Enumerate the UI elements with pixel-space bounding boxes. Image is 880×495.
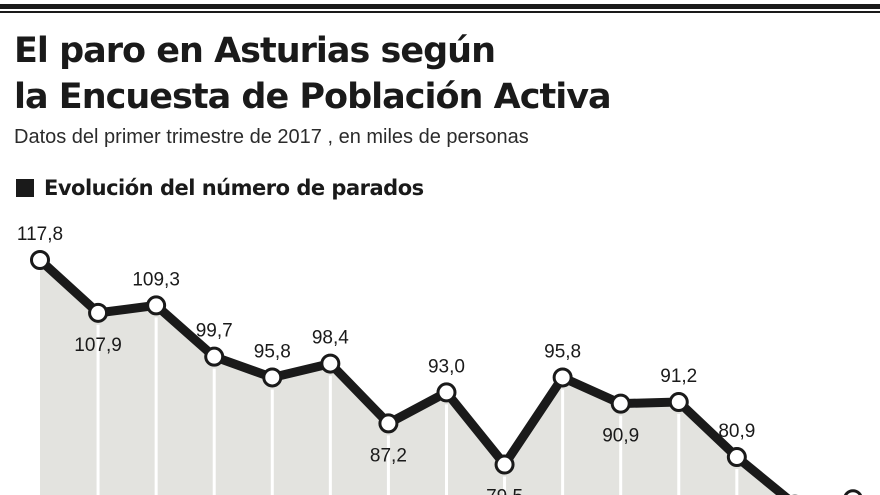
- title-line-1: El paro en Asturias según: [14, 31, 496, 71]
- section-label: Evolución del número de parados: [44, 176, 424, 200]
- data-point: [436, 382, 457, 403]
- data-label: 117,8: [17, 224, 63, 245]
- data-point: [320, 353, 341, 374]
- data-label: 90,9: [602, 426, 639, 447]
- data-point: [552, 367, 573, 388]
- data-point: [30, 250, 50, 270]
- data-label: 107,9: [74, 335, 122, 356]
- divider-layer: [96, 317, 739, 495]
- marker-layer: [30, 250, 863, 495]
- data-label: 98,4: [312, 328, 349, 349]
- data-point: [843, 489, 863, 495]
- page-title: El paro en Asturias según la Encuesta de…: [14, 28, 612, 120]
- title-line-2: la Encuesta de Población Activa: [14, 77, 612, 117]
- area-fill: [40, 260, 853, 495]
- data-label: 80,9: [718, 421, 755, 442]
- data-label: 93,0: [428, 356, 465, 377]
- data-label: 95,8: [254, 341, 291, 362]
- top-rule-thin: [0, 11, 880, 13]
- area-layer: [40, 260, 853, 495]
- data-label: 87,2: [370, 445, 407, 466]
- data-point: [726, 447, 747, 468]
- data-label: 91,2: [660, 366, 697, 387]
- top-rule-thick: [0, 4, 880, 9]
- subtitle: Datos del primer trimestre de 2017 , en …: [14, 126, 529, 148]
- top-rule: [0, 0, 880, 14]
- data-point: [204, 346, 225, 367]
- square-bullet-icon: [16, 179, 34, 197]
- data-point: [262, 367, 283, 388]
- data-point: [494, 454, 515, 475]
- data-label: 99,7: [196, 321, 233, 342]
- data-label: 95,8: [544, 341, 581, 362]
- data-point: [378, 413, 399, 434]
- data-label: 79,5: [486, 487, 523, 495]
- data-point: [146, 295, 167, 316]
- data-point: [668, 392, 689, 413]
- data-point: [610, 393, 631, 414]
- data-point: [88, 302, 109, 323]
- data-label: 109,3: [132, 269, 180, 290]
- label-layer: 117,8 107,9 109,3 99,7 95,8 98,4 87,2 93,0 79,5 9…: [17, 224, 755, 495]
- section-header: Evolución del número de parados: [16, 176, 424, 200]
